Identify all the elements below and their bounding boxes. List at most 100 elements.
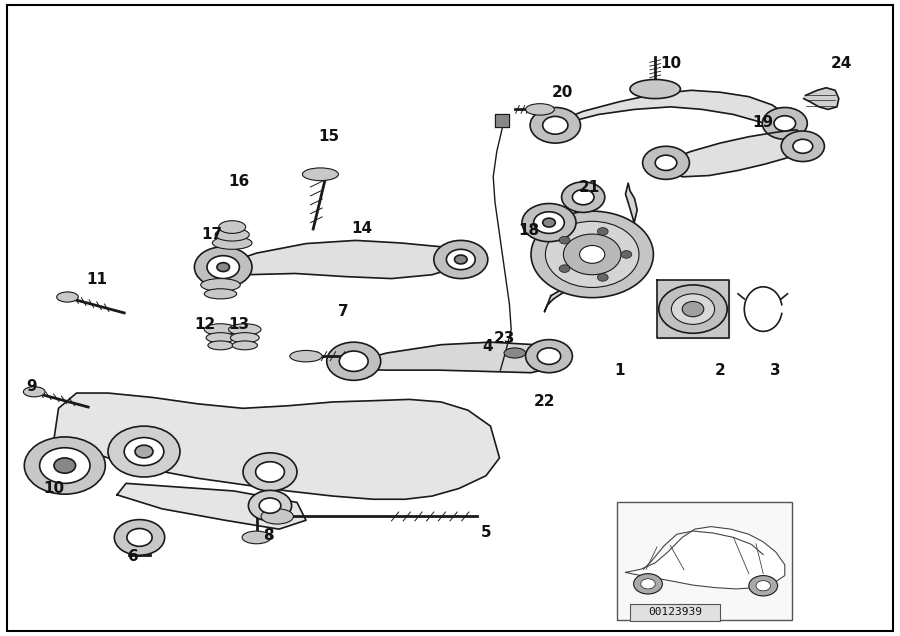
Ellipse shape bbox=[774, 116, 796, 131]
Ellipse shape bbox=[208, 341, 233, 350]
Ellipse shape bbox=[643, 146, 689, 179]
Ellipse shape bbox=[217, 263, 230, 272]
Ellipse shape bbox=[256, 462, 284, 482]
Polygon shape bbox=[664, 130, 808, 177]
Ellipse shape bbox=[793, 139, 813, 153]
Ellipse shape bbox=[522, 204, 576, 242]
Ellipse shape bbox=[671, 294, 715, 324]
Ellipse shape bbox=[24, 437, 105, 494]
Ellipse shape bbox=[207, 256, 239, 279]
Ellipse shape bbox=[454, 255, 467, 264]
Text: 6: 6 bbox=[128, 549, 139, 564]
Ellipse shape bbox=[634, 574, 662, 594]
Ellipse shape bbox=[259, 498, 281, 513]
Ellipse shape bbox=[598, 228, 608, 235]
Ellipse shape bbox=[57, 292, 78, 302]
Ellipse shape bbox=[641, 579, 655, 589]
Ellipse shape bbox=[534, 212, 564, 233]
Polygon shape bbox=[495, 114, 509, 127]
Text: 22: 22 bbox=[534, 394, 555, 410]
Ellipse shape bbox=[545, 221, 639, 287]
Polygon shape bbox=[349, 342, 556, 373]
Polygon shape bbox=[804, 88, 839, 109]
Text: 19: 19 bbox=[752, 114, 774, 130]
Text: 1: 1 bbox=[614, 363, 625, 378]
Text: 10: 10 bbox=[43, 481, 65, 496]
Ellipse shape bbox=[40, 448, 90, 483]
Ellipse shape bbox=[124, 438, 164, 466]
Ellipse shape bbox=[756, 581, 770, 591]
Ellipse shape bbox=[749, 576, 778, 596]
Ellipse shape bbox=[563, 234, 621, 275]
Ellipse shape bbox=[194, 247, 252, 287]
Ellipse shape bbox=[580, 245, 605, 263]
Ellipse shape bbox=[339, 351, 368, 371]
Ellipse shape bbox=[215, 228, 249, 241]
Ellipse shape bbox=[562, 182, 605, 212]
Text: 5: 5 bbox=[481, 525, 491, 540]
Ellipse shape bbox=[243, 453, 297, 491]
Text: 4: 4 bbox=[482, 339, 493, 354]
Text: 21: 21 bbox=[579, 180, 600, 195]
Ellipse shape bbox=[248, 490, 292, 521]
Polygon shape bbox=[657, 280, 729, 338]
Ellipse shape bbox=[446, 249, 475, 270]
Ellipse shape bbox=[229, 324, 261, 335]
Ellipse shape bbox=[526, 104, 554, 115]
Ellipse shape bbox=[127, 529, 152, 546]
Ellipse shape bbox=[526, 340, 572, 373]
Ellipse shape bbox=[230, 333, 259, 343]
Polygon shape bbox=[544, 183, 637, 312]
Text: 24: 24 bbox=[831, 56, 852, 71]
Text: 17: 17 bbox=[201, 226, 222, 242]
Ellipse shape bbox=[23, 387, 45, 397]
Ellipse shape bbox=[114, 520, 165, 555]
Ellipse shape bbox=[572, 190, 594, 205]
Ellipse shape bbox=[232, 341, 257, 350]
Ellipse shape bbox=[559, 237, 570, 244]
Ellipse shape bbox=[531, 211, 653, 298]
Ellipse shape bbox=[135, 445, 153, 458]
Polygon shape bbox=[117, 483, 306, 529]
Text: 00123939: 00123939 bbox=[648, 607, 702, 618]
Ellipse shape bbox=[543, 218, 555, 227]
Ellipse shape bbox=[290, 350, 322, 362]
Polygon shape bbox=[220, 240, 466, 279]
Ellipse shape bbox=[108, 426, 180, 477]
Bar bbox=[616, 502, 792, 620]
Polygon shape bbox=[554, 90, 788, 128]
Text: 9: 9 bbox=[26, 379, 37, 394]
Ellipse shape bbox=[630, 80, 680, 99]
Ellipse shape bbox=[781, 131, 824, 162]
Ellipse shape bbox=[655, 155, 677, 170]
Text: 2: 2 bbox=[715, 363, 725, 378]
Ellipse shape bbox=[621, 251, 632, 258]
Text: 13: 13 bbox=[228, 317, 249, 332]
Ellipse shape bbox=[659, 285, 727, 333]
Text: 7: 7 bbox=[338, 304, 349, 319]
Text: 15: 15 bbox=[318, 129, 339, 144]
Polygon shape bbox=[626, 527, 785, 589]
Ellipse shape bbox=[242, 531, 271, 544]
Bar bbox=[630, 604, 720, 621]
Ellipse shape bbox=[598, 273, 608, 281]
Text: 23: 23 bbox=[493, 331, 515, 346]
Ellipse shape bbox=[219, 221, 246, 233]
Text: 18: 18 bbox=[518, 223, 540, 238]
Ellipse shape bbox=[559, 265, 570, 272]
Ellipse shape bbox=[537, 348, 561, 364]
Ellipse shape bbox=[261, 509, 293, 524]
Ellipse shape bbox=[504, 348, 526, 358]
Text: 20: 20 bbox=[552, 85, 573, 100]
Text: 10: 10 bbox=[660, 56, 681, 71]
Ellipse shape bbox=[302, 168, 338, 181]
Polygon shape bbox=[54, 393, 500, 499]
Text: 16: 16 bbox=[228, 174, 249, 189]
Ellipse shape bbox=[327, 342, 381, 380]
Ellipse shape bbox=[530, 107, 581, 143]
Ellipse shape bbox=[212, 237, 252, 249]
Text: 14: 14 bbox=[351, 221, 373, 237]
Ellipse shape bbox=[204, 324, 237, 335]
Text: 11: 11 bbox=[86, 272, 108, 287]
Ellipse shape bbox=[762, 107, 807, 139]
